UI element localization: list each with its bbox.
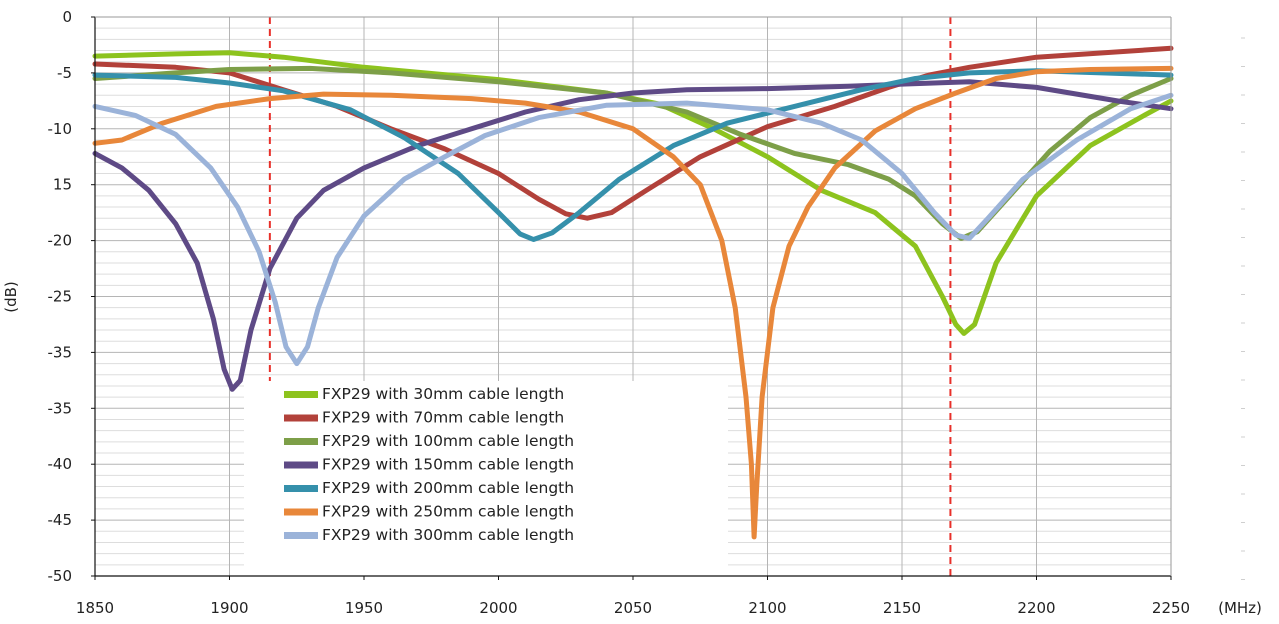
y-tick-label: -35 xyxy=(48,343,73,361)
right-margin-marks xyxy=(1241,37,1245,580)
y-tick-label: -5 xyxy=(57,64,72,82)
legend-swatch-1 xyxy=(284,391,318,398)
legend-label-7: FXP29 with 300mm cable length xyxy=(322,526,574,544)
y-tick-label: -25 xyxy=(48,288,73,306)
x-tick-label: 2100 xyxy=(748,599,786,617)
series-line-3 xyxy=(92,65,1174,241)
series-line-1 xyxy=(92,50,1174,336)
y-tick-label: -40 xyxy=(48,455,73,473)
y-tick-label: -10 xyxy=(48,120,73,138)
y-tick-label: -35 xyxy=(48,399,73,417)
legend-label-2: FXP29 with 70mm cable length xyxy=(322,409,564,427)
legend: FXP29 with 30mm cable length FXP29 with 7… xyxy=(284,385,574,544)
x-tick-label: 2200 xyxy=(1017,599,1055,617)
x-tick-label: 2050 xyxy=(614,599,652,617)
legend-swatch-4 xyxy=(284,461,318,469)
x-tick-label: 2250 xyxy=(1152,599,1190,617)
axes xyxy=(91,16,1172,580)
y-tick-labels: 0 -5 -10 15 -20 -25 -35 -35 -40 -45 -50 xyxy=(48,8,73,585)
legend-label-3: FXP29 with 100mm cable length xyxy=(322,432,574,450)
x-tick-label: 1900 xyxy=(210,599,248,617)
legend-swatch-7 xyxy=(284,532,318,539)
legend-swatch-6 xyxy=(284,508,318,516)
series-lines xyxy=(92,45,1174,540)
legend-swatch-2 xyxy=(284,414,318,422)
y-tick-label: 0 xyxy=(62,8,72,26)
x-tick-label: 1950 xyxy=(345,599,383,617)
y-tick-label: 15 xyxy=(53,176,72,194)
y-axis-label: (dB) xyxy=(2,281,20,313)
y-tick-label: -50 xyxy=(48,567,73,585)
legend-label-6: FXP29 with 250mm cable length xyxy=(322,503,574,521)
legend-label-4: FXP29 with 150mm cable length xyxy=(322,456,574,474)
legend-box xyxy=(244,381,728,576)
series-line-6 xyxy=(92,65,1174,540)
legend-label-5: FXP29 with 200mm cable length xyxy=(322,479,574,497)
series-line-7 xyxy=(92,92,1174,367)
x-tick-label: 1850 xyxy=(76,599,114,617)
reference-lines xyxy=(268,17,952,576)
x-tick-label: 2150 xyxy=(883,599,921,617)
y-tick-label: -45 xyxy=(48,511,73,529)
legend-background xyxy=(244,381,728,576)
legend-label-1: FXP29 with 30mm cable length xyxy=(322,385,564,403)
x-axis-unit: (MHz) xyxy=(1218,599,1262,617)
x-tick-label: 2000 xyxy=(479,599,517,617)
x-tick-labels: 1850 1900 1950 2000 2050 2100 2150 2200 2250 xyxy=(76,599,1190,617)
legend-swatch-5 xyxy=(284,485,318,492)
legend-swatch-3 xyxy=(284,438,318,445)
y-tick-label: -20 xyxy=(48,232,73,250)
